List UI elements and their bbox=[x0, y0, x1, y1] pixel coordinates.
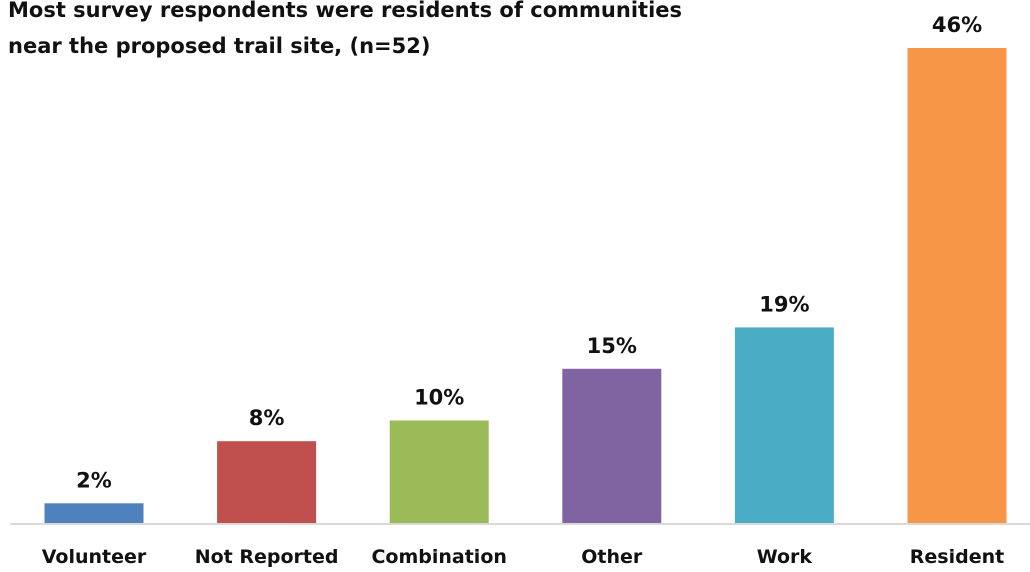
bar-resident bbox=[907, 48, 1007, 524]
bar-other bbox=[562, 368, 662, 524]
data-label-other: 15% bbox=[587, 334, 637, 358]
category-label-volunteer: Volunteer bbox=[42, 546, 147, 568]
category-label-resident: Resident bbox=[910, 546, 1004, 568]
bar-combination bbox=[389, 420, 489, 524]
data-label-resident: 46% bbox=[932, 13, 982, 37]
bar-volunteer bbox=[44, 503, 144, 524]
data-label-work: 19% bbox=[759, 292, 809, 316]
category-label-work: Work bbox=[757, 546, 813, 568]
value-labels-group: 2% 8% 10% 15% 19% 46% bbox=[76, 13, 982, 492]
category-label-combination: Combination bbox=[371, 546, 506, 568]
data-label-not-reported: 8% bbox=[249, 406, 285, 430]
bars-group bbox=[44, 48, 1007, 524]
category-label-not-reported: Not Reported bbox=[195, 546, 339, 568]
chart-title-line-2: near the proposed trail site, (n=52) bbox=[8, 34, 430, 58]
chart-title-line-1: Most survey respondents were residents o… bbox=[8, 0, 682, 22]
bar-not-reported bbox=[217, 441, 317, 524]
data-label-volunteer: 2% bbox=[76, 468, 112, 492]
bar-work bbox=[734, 327, 834, 524]
category-labels-group: Volunteer Not Reported Combination Other Wor… bbox=[42, 546, 1004, 568]
data-label-combination: 10% bbox=[414, 386, 464, 410]
category-label-other: Other bbox=[581, 546, 643, 568]
